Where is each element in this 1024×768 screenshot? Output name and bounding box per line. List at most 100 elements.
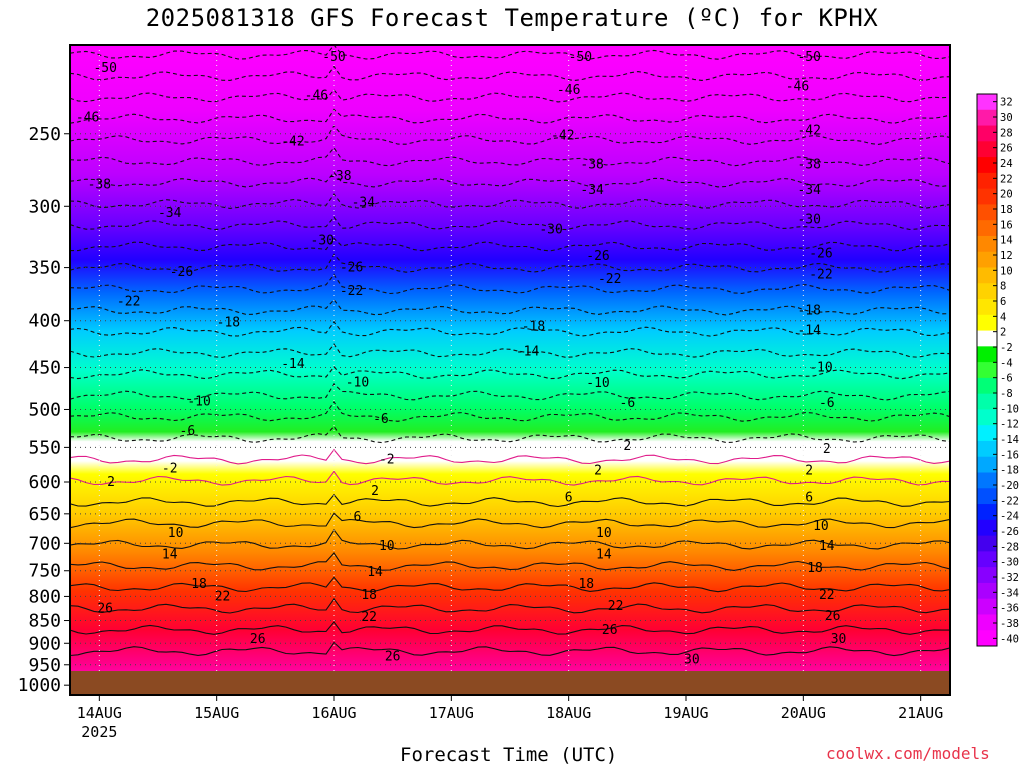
contour-label: 18 — [191, 577, 207, 592]
contour-label: 2 — [107, 475, 115, 490]
contour-label: -34 — [158, 206, 182, 221]
colorbar-tick-label: 14 — [1000, 235, 1013, 247]
contour-label: -42 — [281, 135, 304, 150]
y-tick-label: 350 — [28, 258, 61, 279]
contour-label: 18 — [578, 577, 594, 592]
colorbar-swatch — [977, 141, 997, 158]
colorbar-swatch — [977, 614, 997, 631]
contour-label: -26 — [340, 261, 363, 276]
colorbar-swatch — [977, 567, 997, 584]
contour-label: -22 — [598, 272, 621, 287]
y-tick-label: 900 — [28, 633, 61, 654]
colorbar-tick-label: -12 — [1000, 419, 1019, 431]
contour-label: -10 — [187, 394, 210, 409]
colorbar-tick-label: 26 — [1000, 143, 1013, 155]
contour-label: -10 — [586, 376, 609, 391]
colorbar-tick-label: 20 — [1000, 189, 1013, 201]
colorbar-tick-label: 30 — [1000, 112, 1013, 124]
contour-label: -2 — [379, 452, 395, 467]
colorbar-tick-label: -14 — [1000, 434, 1019, 446]
contour-label: 22 — [819, 588, 835, 603]
plot-frame — [69, 44, 951, 696]
contour-line — [70, 343, 950, 358]
colorbar-tick-label: -34 — [1000, 587, 1019, 599]
colorbar-swatch — [977, 362, 997, 379]
y-tick-label: 750 — [28, 561, 61, 582]
contour-label: 2 — [805, 464, 813, 479]
credit-link[interactable]: coolwx.com/models — [826, 744, 990, 763]
colorbar-tick-label: -24 — [1000, 511, 1019, 523]
contour-label: 10 — [379, 539, 395, 554]
colorbar-tick-label: -22 — [1000, 495, 1019, 507]
contour-label: -46 — [305, 88, 328, 103]
colorbar-swatch — [977, 582, 997, 600]
colorbar-tick-label: 10 — [1000, 265, 1013, 277]
colorbar-tick-label: -30 — [1000, 557, 1019, 569]
contour-label: -14 — [281, 357, 305, 372]
contour-label: -38 — [328, 169, 351, 184]
contour-label: -14 — [516, 344, 540, 359]
colorbar-frame — [976, 93, 998, 647]
contour-label: -30 — [311, 234, 334, 249]
colorbar-swatch — [977, 220, 997, 237]
contour-label: -38 — [88, 177, 111, 192]
contour-label: 18 — [807, 561, 823, 576]
contour-label: -34 — [580, 183, 604, 198]
ground-below-surface — [70, 671, 950, 695]
colorbar-tick-label: 18 — [1000, 204, 1013, 216]
colorbar-swatch — [977, 551, 997, 568]
x-tick-sublabel: 2025 — [81, 723, 117, 741]
x-tick-label: 20AUG — [781, 704, 826, 722]
contour-label: 2 — [823, 442, 831, 457]
contour-label: 10 — [813, 519, 829, 534]
contour-label: 6 — [805, 491, 813, 506]
contour-label: 10 — [168, 526, 184, 541]
colorbar-swatch — [977, 235, 997, 253]
colorbar-swatch — [977, 267, 997, 284]
contour-label: 26 — [97, 602, 113, 617]
contour-line — [70, 273, 950, 295]
y-tick-label: 850 — [28, 611, 61, 632]
contour-line — [70, 237, 950, 252]
contour-label: -26 — [170, 265, 193, 280]
colorbar-swatch — [977, 172, 997, 190]
y-tick-label: 400 — [28, 311, 61, 332]
x-tick-label: 21AUG — [898, 704, 943, 722]
colorbar-swatch — [977, 314, 997, 332]
colorbar-tick-label: 28 — [1000, 127, 1013, 139]
contour-line — [70, 641, 950, 657]
colorbar-tick-label: 2 — [1000, 327, 1006, 339]
x-axis-label: Forecast Time (UTC) — [400, 744, 618, 766]
contour-label: 26 — [250, 632, 266, 647]
contour-label: -46 — [557, 83, 580, 98]
y-tick-label: 950 — [28, 655, 61, 676]
colorbar-tick-label: 16 — [1000, 219, 1013, 231]
contour-label: 22 — [361, 610, 377, 625]
y-tick-label: 500 — [28, 399, 61, 420]
y-tick-label: 450 — [28, 358, 61, 379]
contour-label: -34 — [797, 183, 821, 198]
x-tick-label: 19AUG — [663, 704, 708, 722]
colorbar-tick-label: 32 — [1000, 97, 1013, 109]
contour-line — [70, 425, 950, 444]
contour-line — [70, 365, 950, 380]
colorbar-tick-label: -32 — [1000, 572, 1019, 584]
contour-label: 22 — [608, 599, 624, 614]
contour-label: 10 — [596, 526, 612, 541]
colorbar-swatch — [977, 425, 997, 442]
contour-line — [70, 88, 950, 103]
x-tick-label: 14AUG — [77, 704, 122, 722]
colorbar-swatch — [977, 188, 997, 205]
colorbar-tick-label: 8 — [1000, 281, 1006, 293]
contour-label: 6 — [354, 510, 362, 525]
y-tick-label: 250 — [28, 124, 61, 145]
colorbar-tick-label: -38 — [1000, 618, 1019, 630]
colorbar-swatch — [977, 393, 997, 410]
colorbar-tick-label: -16 — [1000, 449, 1019, 461]
contour-label: -46 — [76, 111, 99, 126]
colorbar-tick-label: -4 — [1000, 357, 1013, 369]
contour-label: 2 — [594, 464, 602, 479]
contour-line — [70, 400, 950, 422]
